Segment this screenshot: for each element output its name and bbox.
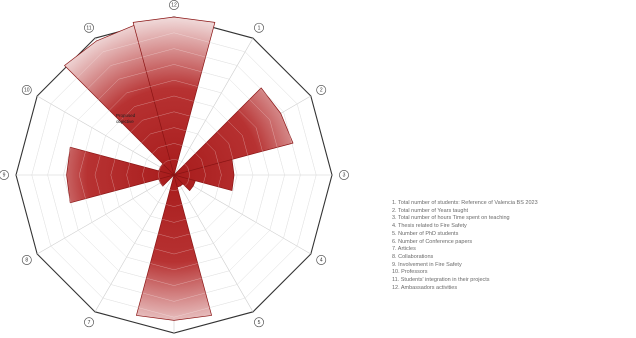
legend-item: 12. Ambassadors activities	[392, 284, 458, 291]
axis-line	[173, 38, 254, 176]
legend-item: 10. Professors	[392, 269, 428, 276]
axis-number: 5	[258, 320, 261, 326]
grid-ring-overlay	[142, 143, 206, 207]
grid-ring-overlay	[63, 64, 285, 286]
axis-line	[173, 174, 311, 255]
axis-markers: 123456789101112	[0, 0, 349, 328]
grid-ring-overlay	[47, 48, 301, 302]
grid-ring-overlay	[110, 111, 238, 239]
annotation-line-1: Proposed	[116, 113, 136, 118]
grid-ring-overlay	[126, 127, 222, 223]
axis-number: 9	[3, 173, 6, 179]
axis-number: 1	[258, 25, 261, 31]
axis-number: 2	[320, 88, 323, 94]
axis-marker	[169, 0, 179, 10]
axis-marker	[21, 255, 32, 265]
axis-number: 4	[320, 258, 323, 264]
axis-number: 12	[171, 3, 177, 9]
axis-line	[37, 174, 175, 255]
annotation-line-2: objective	[116, 119, 134, 124]
axis-number: 3	[343, 173, 346, 179]
grid-ring-overlay	[78, 79, 270, 271]
axis-marker	[254, 22, 264, 33]
legend-item: 3. Total number of hours Time spent on t…	[392, 215, 510, 222]
axis-number: 8	[25, 258, 28, 264]
grid-ring-overlay	[31, 32, 317, 318]
legend-item: 9. Involvement in Fire Safety	[392, 261, 462, 268]
axis-marker	[84, 317, 94, 328]
ring-overlay	[31, 32, 317, 318]
axis-marker	[316, 85, 327, 95]
legend-item: 11. Students' integration in their proje…	[392, 277, 490, 284]
axis-marker	[84, 22, 94, 33]
axis-number: 7	[88, 320, 91, 326]
axis-number: 11	[86, 25, 91, 31]
axis-marker	[21, 85, 32, 95]
data-area	[64, 16, 294, 321]
legend-item: 7. Articles	[392, 246, 416, 253]
grid-ring-overlay	[157, 158, 191, 192]
axis-line	[94, 174, 175, 312]
legend-item: 4. Thesis related to Fire Safety	[392, 223, 467, 230]
legend-item: 6. Number of Conference papers	[392, 238, 473, 245]
legend-item: 5. Number of PhD students	[392, 230, 459, 237]
grid-ring-overlay	[94, 95, 254, 255]
legend-item: 2. Total number of Years taught	[392, 207, 469, 214]
axis-marker	[316, 255, 327, 265]
legend: 1. Total number of students: Reference o…	[392, 200, 632, 292]
axis-line	[37, 95, 175, 176]
axis-line	[173, 174, 254, 312]
axis-marker	[0, 170, 9, 180]
axis-marker	[339, 170, 349, 180]
axis-marker	[254, 317, 264, 328]
legend-item: 1. Total number of students: Reference o…	[392, 200, 538, 206]
axis-number: 10	[24, 88, 30, 94]
legend-item: 8. Collaborations	[392, 253, 434, 260]
